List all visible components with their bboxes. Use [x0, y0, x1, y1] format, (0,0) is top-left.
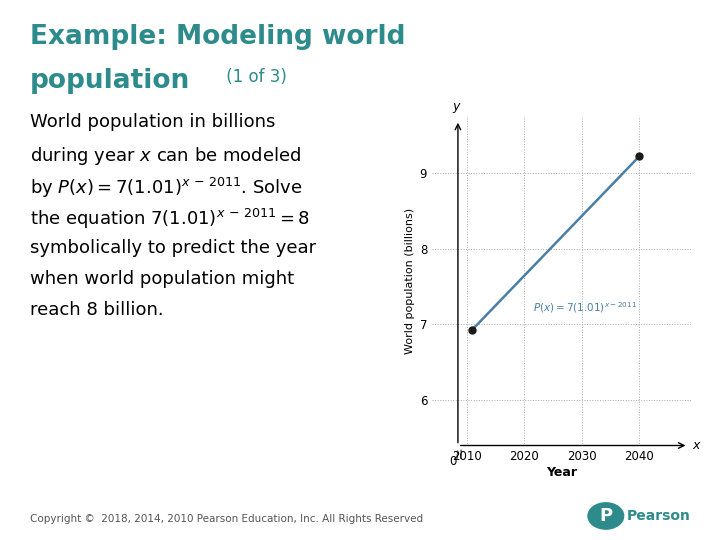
Text: during year $x$ can be modeled: during year $x$ can be modeled [30, 145, 302, 167]
Circle shape [588, 503, 624, 529]
Text: the equation $7(1.01)^{x\,-\,2011} = 8$: the equation $7(1.01)^{x\,-\,2011} = 8$ [30, 207, 310, 232]
Text: //: // [455, 449, 464, 461]
Text: 0: 0 [449, 455, 456, 468]
Text: reach 8 billion.: reach 8 billion. [30, 301, 164, 319]
Y-axis label: World population (billions): World population (billions) [405, 208, 415, 354]
Text: $x$: $x$ [693, 439, 702, 452]
Text: World population in billions: World population in billions [30, 113, 276, 131]
Text: $P(x) = 7(1.01)^{x-2011}$: $P(x) = 7(1.01)^{x-2011}$ [533, 300, 637, 315]
Text: $y$: $y$ [452, 100, 462, 114]
Text: P: P [599, 507, 613, 525]
Text: population: population [30, 68, 191, 93]
Text: (1 of 3): (1 of 3) [221, 68, 287, 85]
Text: Example: Modeling world: Example: Modeling world [30, 24, 406, 50]
Text: when world population might: when world population might [30, 270, 294, 288]
X-axis label: Year: Year [546, 466, 577, 479]
Text: by $P(x) = 7(1.01)^{x\,-\,2011}$. Solve: by $P(x) = 7(1.01)^{x\,-\,2011}$. Solve [30, 176, 302, 200]
Text: symbolically to predict the year: symbolically to predict the year [30, 239, 316, 256]
Text: Pearson: Pearson [627, 509, 691, 523]
Text: Copyright ©  2018, 2014, 2010 Pearson Education, Inc. All Rights Reserved: Copyright © 2018, 2014, 2010 Pearson Edu… [30, 514, 423, 524]
